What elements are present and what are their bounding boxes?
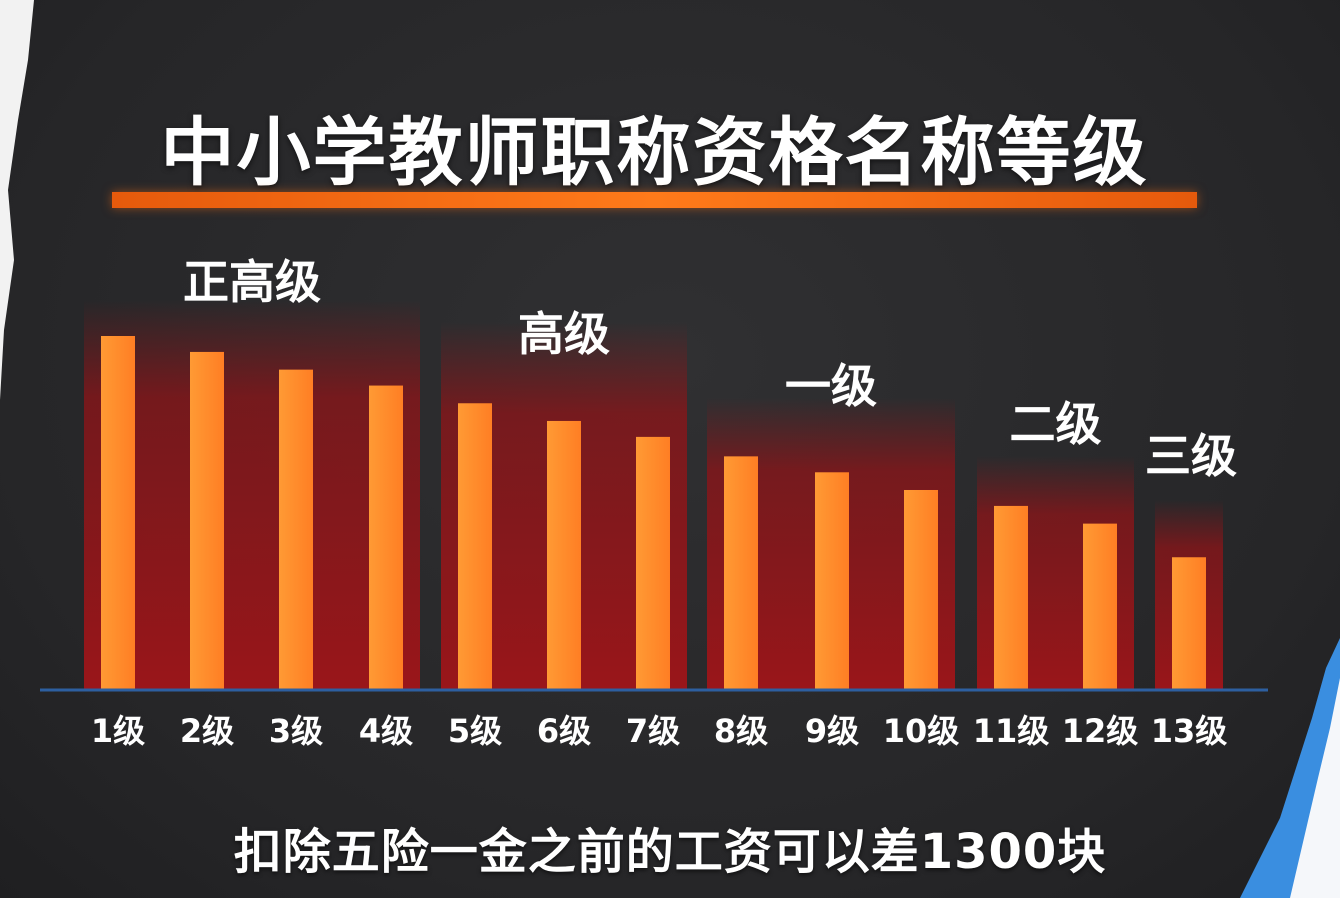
x-tick-label: 5级 [448,712,502,750]
footnote-text: 扣除五险一金之前的工资可以差1300块 [233,824,1107,880]
group-label: 高级 [518,307,610,361]
chart-title: 中小学教师职称资格名称等级 [160,110,1149,196]
group-label: 一级 [785,359,877,413]
bar [636,436,670,690]
x-tick-label: 11级 [973,712,1050,750]
x-tick-label: 12级 [1062,712,1139,750]
group-label: 三级 [1145,429,1237,483]
torn-paper-left-edge [0,0,34,400]
x-tick-label: 10级 [883,712,960,750]
bar [279,369,313,690]
bar [458,403,492,690]
torn-paper-right-edge [1240,638,1340,898]
bar [369,385,403,690]
x-tick-label: 6级 [537,712,591,750]
x-tick-label: 7级 [626,712,680,750]
bar [724,456,758,690]
title-underline [112,192,1197,208]
bar [994,505,1028,690]
group-label: 正高级 [183,255,321,309]
x-tick-label: 4级 [359,712,413,750]
x-tick-label: 3级 [269,712,323,750]
x-tick-label: 8级 [714,712,768,750]
group-label: 二级 [1010,397,1102,451]
bar [815,472,849,690]
bar [547,420,581,690]
x-tick-label: 13级 [1151,712,1228,750]
bar [1172,557,1206,690]
bar [101,336,135,690]
bar [904,489,938,690]
bar [1083,523,1117,690]
bar [190,351,224,690]
x-tick-label: 2级 [180,712,234,750]
group-band [84,300,420,690]
x-tick-label: 1级 [91,712,145,750]
x-tick-label: 9级 [805,712,859,750]
